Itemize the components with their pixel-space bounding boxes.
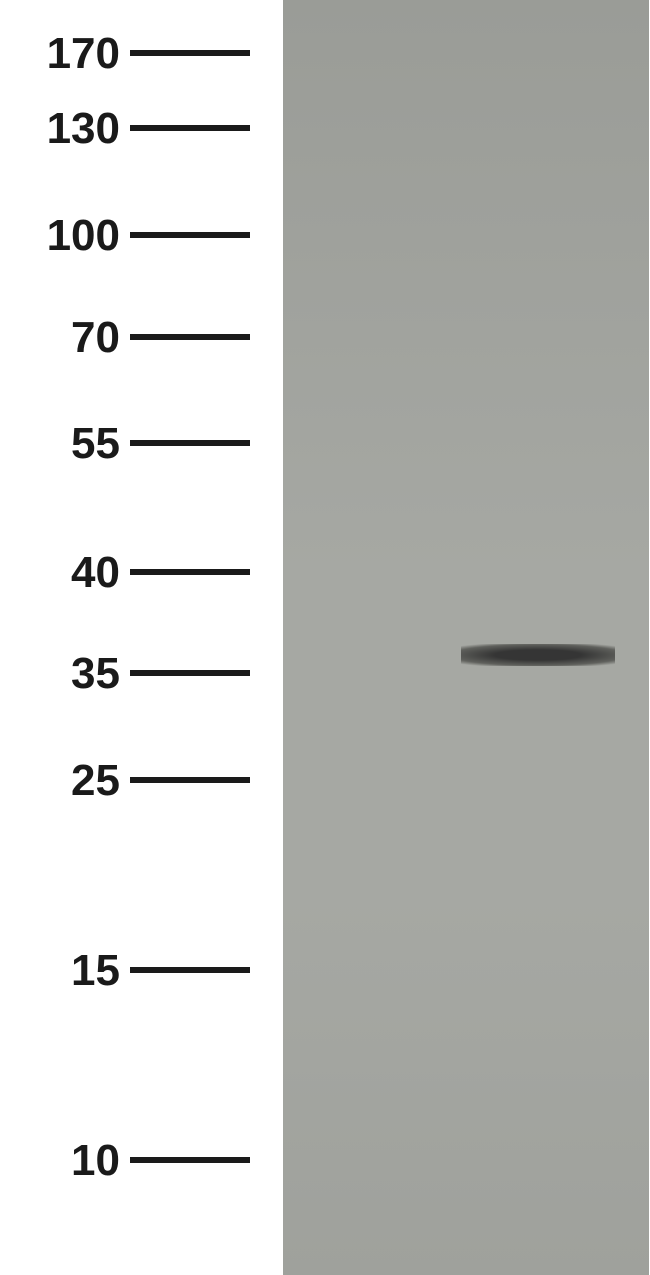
marker-tick-130 bbox=[130, 125, 250, 131]
band-37kda bbox=[461, 644, 615, 666]
marker-tick-100 bbox=[130, 232, 250, 238]
marker-tick-10 bbox=[130, 1157, 250, 1163]
marker-tick-25 bbox=[130, 777, 250, 783]
lane-2-sample bbox=[443, 0, 633, 1275]
marker-label-170: 170 bbox=[10, 29, 120, 79]
marker-tick-15 bbox=[130, 967, 250, 973]
marker-tick-40 bbox=[130, 569, 250, 575]
marker-label-55: 55 bbox=[10, 419, 120, 469]
marker-label-130: 130 bbox=[10, 104, 120, 154]
marker-label-40: 40 bbox=[10, 548, 120, 598]
marker-label-70: 70 bbox=[10, 313, 120, 363]
marker-label-25: 25 bbox=[10, 756, 120, 806]
marker-label-35: 35 bbox=[10, 649, 120, 699]
marker-tick-70 bbox=[130, 334, 250, 340]
marker-tick-35 bbox=[130, 670, 250, 676]
marker-label-10: 10 bbox=[10, 1136, 120, 1186]
marker-label-15: 15 bbox=[10, 946, 120, 996]
marker-tick-170 bbox=[130, 50, 250, 56]
blot-membrane bbox=[283, 0, 649, 1275]
marker-tick-55 bbox=[130, 440, 250, 446]
marker-label-100: 100 bbox=[10, 211, 120, 261]
western-blot-figure: 170 130 100 70 55 40 35 25 15 10 bbox=[0, 0, 650, 1275]
lane-1-control bbox=[283, 0, 466, 1275]
